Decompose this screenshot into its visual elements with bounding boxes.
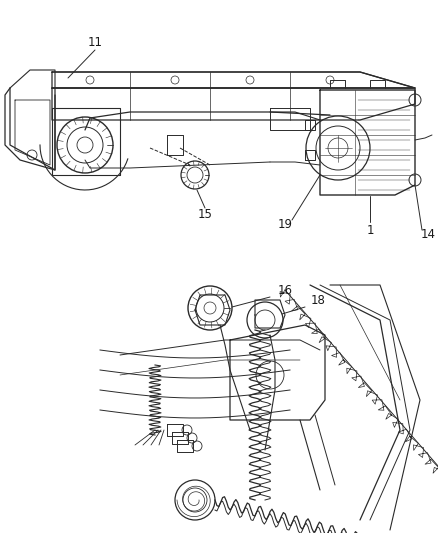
Text: 18: 18	[310, 294, 325, 306]
Text: 15: 15	[197, 208, 212, 222]
Text: 11: 11	[87, 36, 102, 49]
Text: 16: 16	[277, 284, 292, 296]
Text: 14: 14	[420, 229, 434, 241]
Text: 19: 19	[277, 219, 292, 231]
Text: 1: 1	[365, 223, 373, 237]
